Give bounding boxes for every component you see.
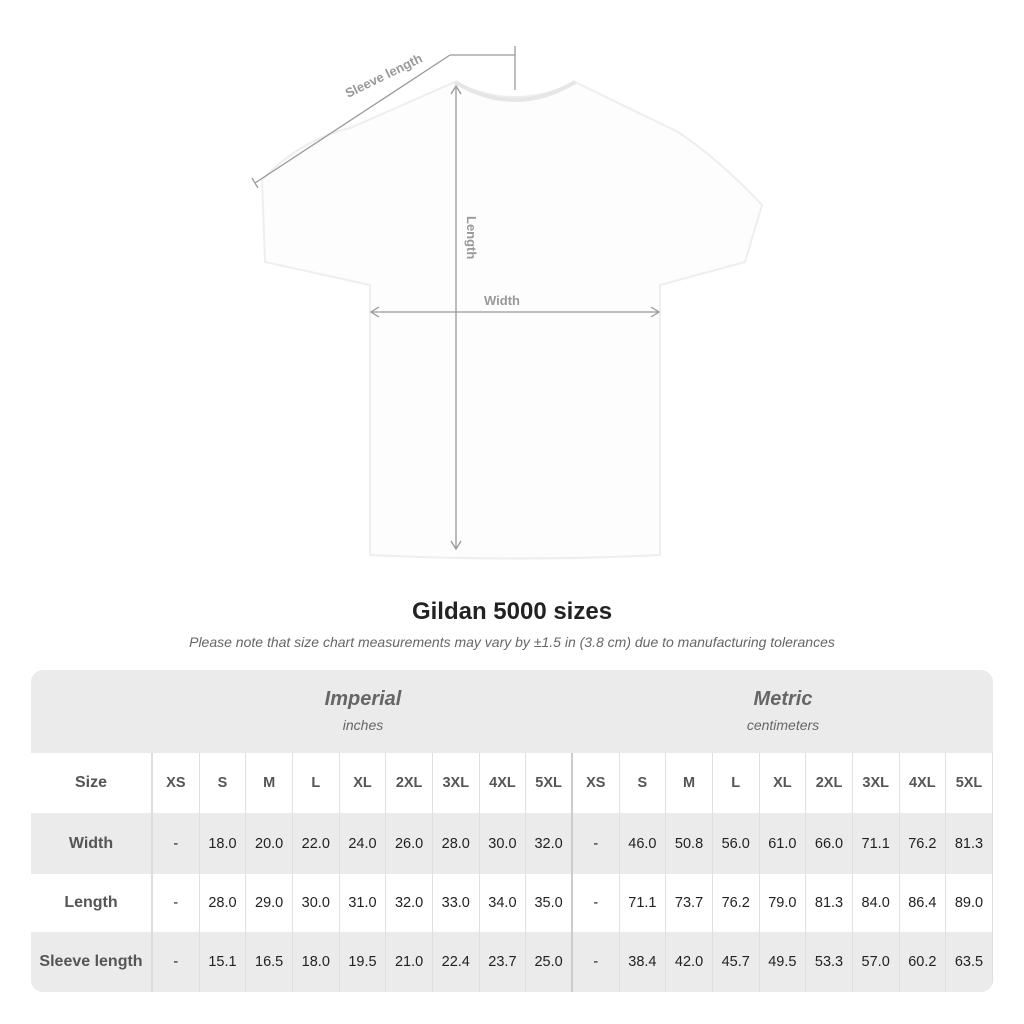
table-cell: 38.4 — [620, 932, 667, 992]
table-cell: 60.2 — [900, 932, 947, 992]
metric-header: Metric centimeters — [573, 670, 993, 753]
table-cell: 50.8 — [666, 813, 713, 874]
table-cell: 42.0 — [666, 932, 713, 992]
table-cell: 86.4 — [900, 874, 947, 932]
table-cell: 61.0 — [760, 813, 807, 874]
length-label: Length — [464, 216, 479, 259]
table-cell: 35.0 — [526, 874, 573, 932]
table-row: Length -28.0 29.0 30.0 31.0 32.0 33.0 34.0 35.0-… — [31, 874, 993, 932]
table-cell: 28.0 — [433, 813, 480, 874]
table-cell: 81.3 — [946, 813, 993, 874]
table-cell: 20.0 — [246, 813, 293, 874]
imperial-label: Imperial — [324, 688, 402, 710]
table-cell: 34.0 — [480, 874, 527, 932]
table-cell: 22.0 — [293, 813, 340, 874]
table-cell: 18.0 — [293, 932, 340, 992]
table-cell: 73.7 — [666, 874, 713, 932]
table-cell: S — [200, 753, 247, 813]
table-cell: 81.3 — [806, 874, 853, 932]
table-cell: 76.2 — [900, 813, 947, 874]
table-cell: 89.0 — [946, 874, 993, 932]
table-cell: XS — [573, 753, 620, 813]
table-cell: 71.1 — [853, 813, 900, 874]
table-cell: - — [153, 932, 200, 992]
table-cell: 3XL — [853, 753, 900, 813]
table-cell: 79.0 — [760, 874, 807, 932]
table-cell: 30.0 — [480, 813, 527, 874]
table-cell: - — [573, 874, 620, 932]
table-cell: 2XL — [806, 753, 853, 813]
table-cell: 57.0 — [853, 932, 900, 992]
width-label: Width — [484, 293, 520, 308]
table-cell: L — [293, 753, 340, 813]
table-cell: 56.0 — [713, 813, 760, 874]
table-cell: - — [573, 932, 620, 992]
tshirt-diagram: Sleeve length Length Width — [251, 46, 764, 560]
table-cell: 45.7 — [713, 932, 760, 992]
table-cell: 53.3 — [806, 932, 853, 992]
row-label: Size — [31, 753, 153, 813]
row-label: Length — [31, 874, 153, 932]
imperial-header: Imperial inches — [153, 670, 573, 753]
table-cell: - — [153, 813, 200, 874]
table-cell: 31.0 — [340, 874, 387, 932]
table-cell: 24.0 — [340, 813, 387, 874]
table-cell: M — [246, 753, 293, 813]
table-cell: 3XL — [433, 753, 480, 813]
table-cell: S — [620, 753, 667, 813]
table-cell: 32.0 — [526, 813, 573, 874]
table-cell: 26.0 — [386, 813, 433, 874]
row-label: Sleeve length — [31, 932, 153, 992]
table-cell: L — [713, 753, 760, 813]
table-cell: 25.0 — [526, 932, 573, 992]
table-cell: 30.0 — [293, 874, 340, 932]
table-cell: 4XL — [480, 753, 527, 813]
table-cell: 18.0 — [200, 813, 247, 874]
table-cell: 66.0 — [806, 813, 853, 874]
size-header-row: Size XS S M L XL 2XL 3XL 4XL 5XL XS S M L XL 2XL 3XL 4XL 5… — [31, 753, 993, 813]
metric-label: Metric — [753, 688, 813, 710]
table-cell: 22.4 — [433, 932, 480, 992]
size-table: Imperial inches Metric centimeters Size X… — [31, 670, 993, 992]
table-cell: 32.0 — [386, 874, 433, 932]
table-cell: 5XL — [946, 753, 993, 813]
table-row: Width -18.0 20.0 22.0 24.0 26.0 28.0 30.0 32.0-4… — [31, 813, 993, 874]
table-cell: - — [573, 813, 620, 874]
sleeve-length-label: Sleeve length — [343, 50, 425, 100]
table-cell: 28.0 — [200, 874, 247, 932]
imperial-unit: inches — [342, 717, 384, 733]
table-cell: 15.1 — [200, 932, 247, 992]
table-cell: 19.5 — [340, 932, 387, 992]
table-cell: 71.1 — [620, 874, 667, 932]
table-row: Sleeve length -15.1 16.5 18.0 19.5 21.0 22.4 23… — [31, 932, 993, 992]
metric-unit: centimeters — [746, 717, 820, 733]
table-cell: 16.5 — [246, 932, 293, 992]
tshirt-shape — [260, 80, 764, 560]
row-label: Width — [31, 813, 153, 874]
table-cell: 84.0 — [853, 874, 900, 932]
table-cell: XS — [153, 753, 200, 813]
page-title: Gildan 5000 sizes — [411, 598, 613, 625]
table-cell: 46.0 — [620, 813, 667, 874]
table-cell: 2XL — [386, 753, 433, 813]
table-cell: 63.5 — [946, 932, 993, 992]
table-cell: 76.2 — [713, 874, 760, 932]
table-cell: 21.0 — [386, 932, 433, 992]
table-cell: XL — [760, 753, 807, 813]
table-cell: 49.5 — [760, 932, 807, 992]
table-cell: 5XL — [526, 753, 573, 813]
table-cell: 33.0 — [433, 874, 480, 932]
table-cell: 4XL — [900, 753, 947, 813]
tolerance-note: Please note that size chart measurements… — [189, 634, 835, 650]
table-cell: M — [666, 753, 713, 813]
table-cell: 23.7 — [480, 932, 527, 992]
table-cell: - — [153, 874, 200, 932]
table-cell: 29.0 — [246, 874, 293, 932]
table-cell: XL — [340, 753, 387, 813]
